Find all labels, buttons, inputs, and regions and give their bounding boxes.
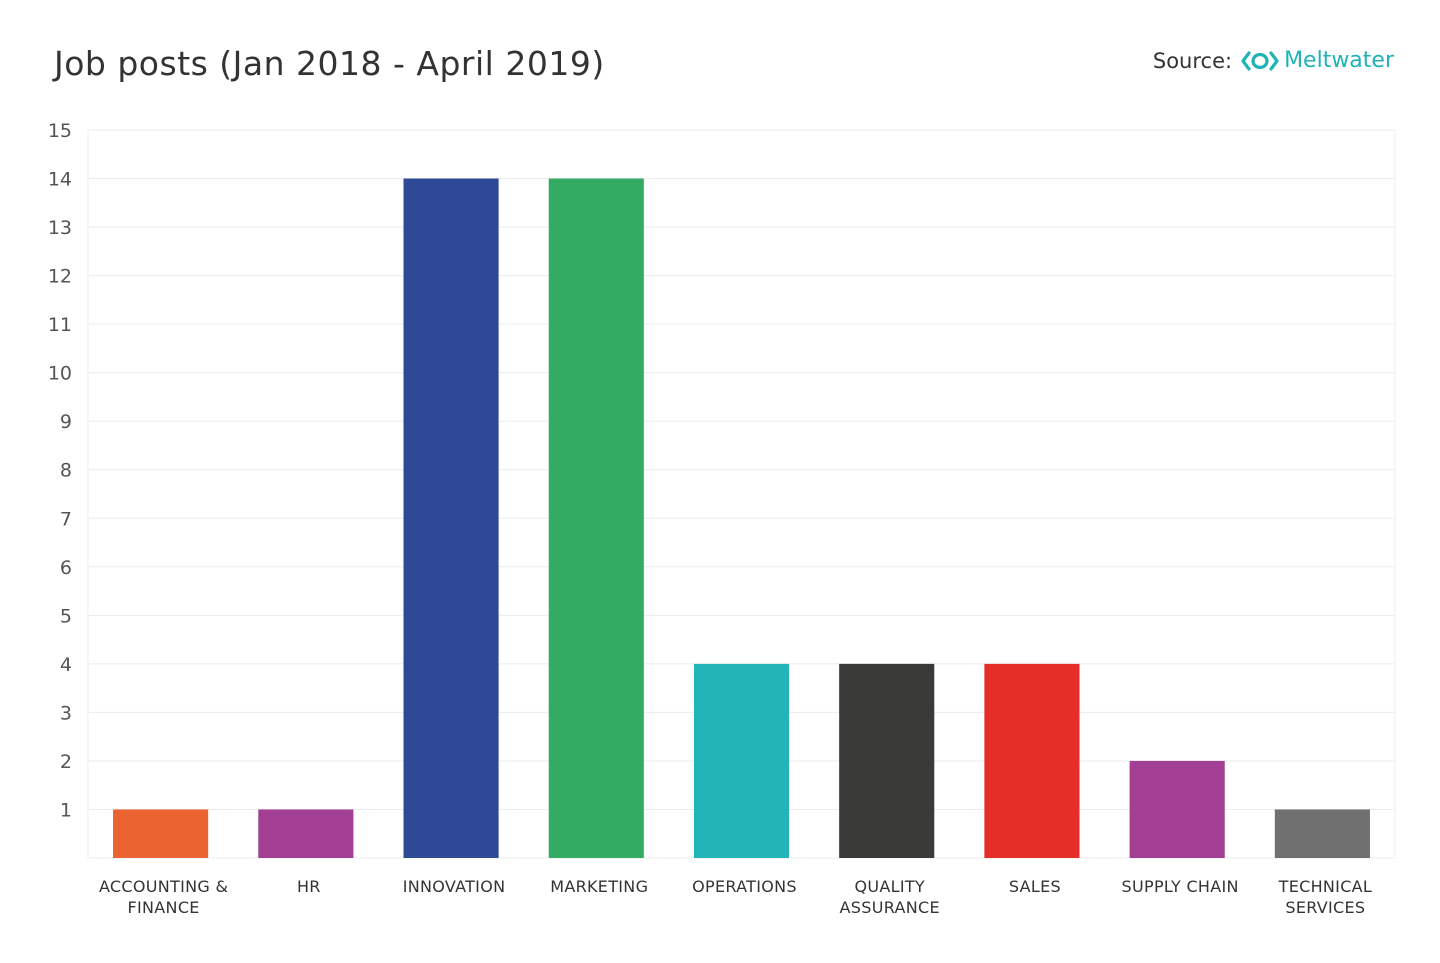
- y-tick-label: 9: [60, 411, 72, 433]
- x-tick-label: SALES: [1009, 877, 1061, 896]
- y-tick-label: 11: [48, 314, 72, 336]
- x-tick-label: ACCOUNTING &: [99, 877, 228, 896]
- bar: [839, 663, 935, 858]
- bar: [548, 178, 644, 859]
- y-tick-label: 10: [48, 363, 72, 385]
- y-tick-label: 4: [60, 654, 72, 676]
- y-tick-label: 8: [60, 460, 72, 482]
- x-tick-label: FINANCE: [128, 898, 200, 917]
- bar: [403, 178, 499, 859]
- y-tick-label: 3: [60, 702, 72, 724]
- bar: [984, 663, 1080, 858]
- source-attribution: Source: Meltwater: [1153, 48, 1394, 73]
- x-tick-label: TECHNICAL: [1278, 877, 1373, 896]
- y-tick-label: 6: [60, 557, 72, 579]
- y-tick-label: 15: [48, 120, 72, 142]
- x-tick-label: HR: [297, 877, 321, 896]
- bar: [1274, 809, 1370, 858]
- bars: [113, 178, 1370, 859]
- bar: [258, 809, 354, 858]
- y-tick-label: 7: [60, 508, 72, 530]
- x-tick-label: INNOVATION: [403, 877, 506, 896]
- bar: [113, 809, 209, 858]
- x-tick-label: ASSURANCE: [840, 898, 940, 917]
- meltwater-logo-icon: [1241, 50, 1279, 71]
- source-label: Source:: [1152, 48, 1233, 73]
- y-tick-label: 12: [48, 266, 72, 288]
- x-tick-label: QUALITY: [854, 877, 925, 896]
- bar: [693, 663, 790, 858]
- y-tick-label: 1: [60, 799, 72, 821]
- chart-title: Job posts (Jan 2018 - April 2019): [54, 44, 605, 83]
- bar: [1129, 760, 1225, 858]
- y-tick-label: 13: [48, 217, 72, 239]
- x-tick-label: SUPPLY CHAIN: [1122, 877, 1239, 896]
- x-axis-labels: ACCOUNTING & FINANCE HR INNOVATION MARKETING…: [99, 877, 1372, 917]
- x-tick-label: MARKETING: [550, 877, 648, 896]
- x-tick-label: SERVICES: [1285, 898, 1365, 917]
- y-tick-label: 5: [60, 605, 72, 627]
- brand-name: Meltwater: [1284, 48, 1394, 73]
- brand-logo: Meltwater: [1240, 48, 1394, 73]
- y-tick-label: 14: [48, 169, 72, 191]
- y-tick-label: 2: [60, 751, 72, 773]
- x-tick-label: OPERATIONS: [692, 877, 797, 896]
